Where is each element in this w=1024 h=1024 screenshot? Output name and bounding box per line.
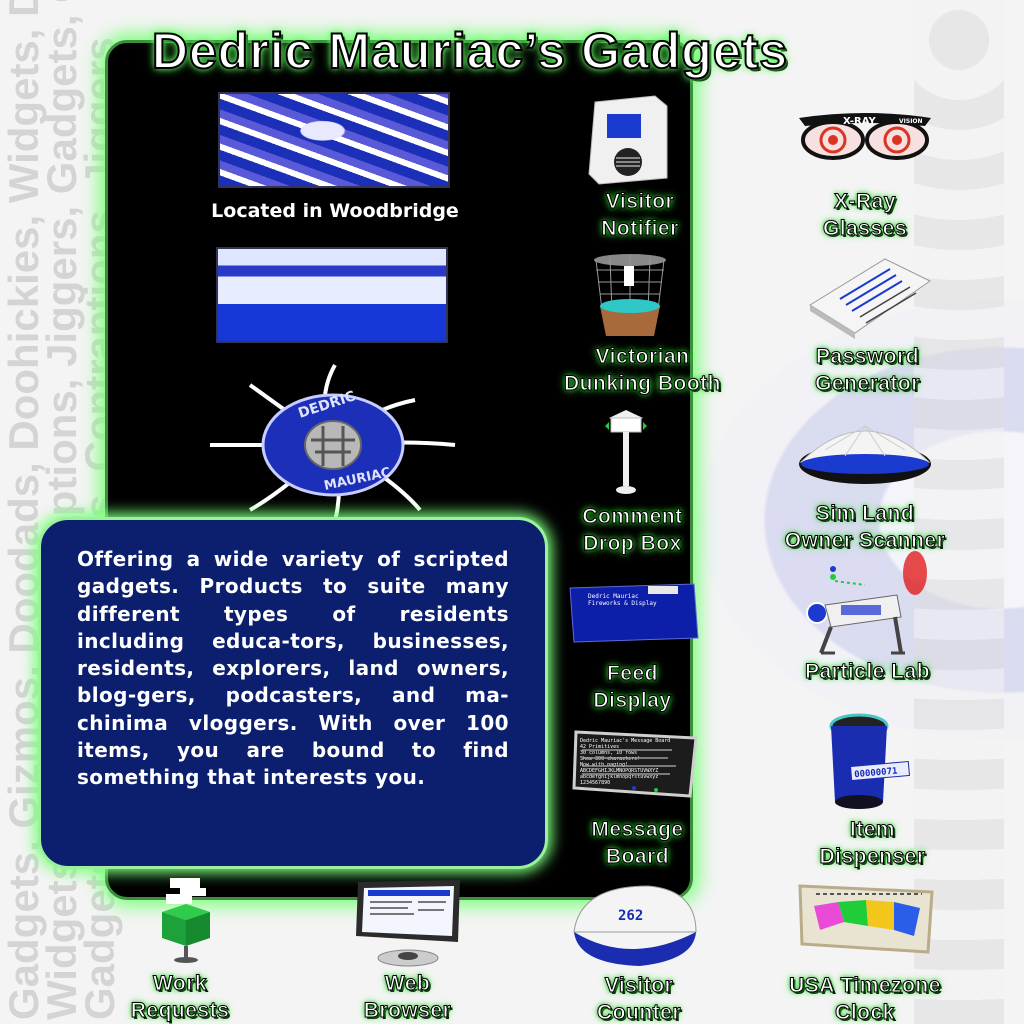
usa-timezone-clock-label: USA Timezone Clock: [789, 974, 941, 1024]
particle-lab-icon: [806, 566, 905, 655]
xray-glasses-icon: X-RAY VISION: [799, 113, 931, 160]
visitor-notifier-label: Visitor Notifier: [601, 190, 679, 241]
web-browser-label: Web Browser: [363, 972, 452, 1023]
comment-drop-box-label: Comment Drop Box: [582, 505, 683, 556]
work-requests-icon: [162, 878, 210, 963]
password-generator-icon: [809, 258, 931, 339]
message-board-text: Dedric Mauriac's Message Board 42 Primiti…: [580, 738, 670, 786]
comment-drop-box-icon: [605, 410, 647, 494]
xray-glasses-label: X-Ray Glasses: [822, 190, 908, 241]
message-board-label: Message Board: [591, 818, 684, 869]
feed-display-label: Feed Display: [593, 662, 672, 713]
xray-label: X-RAY: [843, 116, 877, 127]
item-dispenser-counter: 00000071: [854, 766, 898, 780]
background-ribbon: [914, 0, 1004, 1024]
password-generator-label: Password Generator: [815, 345, 920, 396]
dunking-booth-label: Victorian Dunking Booth: [564, 345, 721, 396]
woodbridge-photo-exterior: [218, 92, 450, 188]
dunking-booth-icon: [594, 254, 666, 336]
usa-timezone-clock-icon: [798, 884, 934, 954]
visitor-notifier-icon: [588, 95, 668, 185]
web-browser-icon: [356, 880, 460, 967]
location-caption: Located in Woodbridge: [211, 200, 459, 222]
visitor-counter-value: 262: [618, 908, 643, 924]
sim-land-scanner-icon: [799, 425, 931, 484]
particle-lab-label: Particle Lab: [804, 660, 931, 684]
dedric-mauriac-logo: DEDRIC MAURIAC: [210, 364, 456, 529]
description-box: Offering a wide variety of scripted gadg…: [38, 517, 548, 869]
woodbridge-photo-interior: [216, 247, 448, 343]
visitor-counter-icon: 262: [573, 885, 697, 966]
feed-display-icon: Dedric Mauriac Fireworks & Display: [569, 583, 699, 643]
item-dispenser-label: Item Dispenser: [819, 818, 926, 869]
work-requests-label: Work Requests: [130, 972, 230, 1023]
message-board-icon: Dedric Mauriac's Message Board 42 Primiti…: [572, 730, 698, 798]
sim-land-scanner-label: Sim Land Owner Scanner: [784, 502, 946, 553]
page-title: Dedric Mauriac’s Gadgets: [151, 22, 789, 80]
feed-display-text: Dedric Mauriac Fireworks & Display: [588, 593, 657, 607]
visitor-counter-label: Visitor Counter: [597, 974, 682, 1024]
description-text: Offering a wide variety of scripted gadg…: [77, 547, 509, 790]
xray-label-small: VISION: [899, 118, 923, 125]
item-dispenser-icon: 00000071: [829, 713, 911, 809]
red-spark-icon: [903, 551, 927, 595]
